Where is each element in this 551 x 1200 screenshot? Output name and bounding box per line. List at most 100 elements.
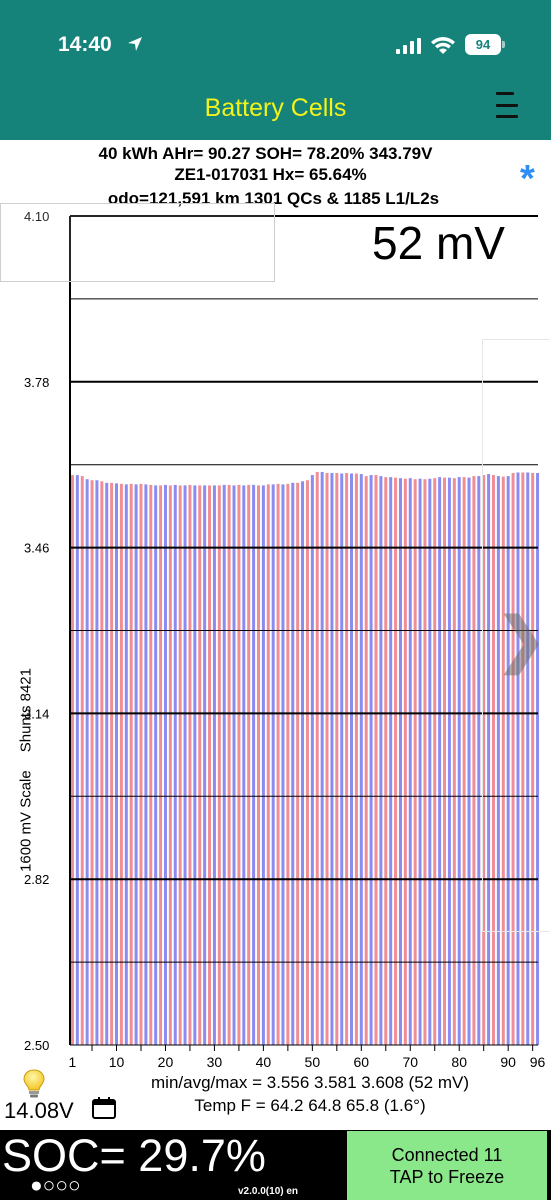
bar-cell-19	[159, 485, 163, 1045]
bar-cell-42	[271, 484, 275, 1045]
bar-cell-65	[384, 477, 388, 1045]
location-arrow-icon	[128, 37, 142, 51]
side-panel-region[interactable]	[482, 339, 550, 932]
bar-cell-62	[369, 475, 373, 1045]
min-avg-max-stats: min/avg/max = 3.556 3.581 3.608 (52 mV)	[151, 1073, 469, 1092]
bar-cell-43	[276, 483, 280, 1045]
bar-cell-12	[124, 484, 128, 1045]
bar-cell-64	[379, 476, 383, 1046]
bar-cell-2	[75, 475, 79, 1045]
bar-cell-9	[110, 482, 114, 1046]
y-tick-label: 2.82	[24, 872, 49, 887]
delta-voltage-label: 52 mV	[372, 217, 505, 269]
x-tick-label: 90	[500, 1054, 516, 1070]
bar-cell-54	[330, 472, 334, 1045]
y-axis-title: 1600 mV Scale Shunts 8421	[18, 668, 35, 872]
bar-cell-50	[310, 475, 314, 1045]
y-scale-label: 1600 mV Scale	[17, 770, 35, 872]
bar-cell-22	[173, 484, 177, 1045]
bar-cell-39	[256, 485, 260, 1045]
bar-cell-52	[320, 471, 324, 1045]
bar-cell-14	[134, 484, 138, 1045]
lightbulb-icon[interactable]	[22, 1069, 46, 1099]
x-tick-label: 40	[256, 1054, 272, 1070]
bar-cell-34	[232, 485, 236, 1045]
bar-cell-17	[149, 484, 153, 1045]
bar-cell-20	[163, 484, 167, 1045]
bar-cell-68	[398, 478, 402, 1045]
bar-cell-37	[247, 484, 251, 1045]
bar-cell-91	[511, 472, 515, 1045]
page-indicator[interactable]: ●○○○	[30, 1174, 81, 1197]
bar-cell-35	[237, 484, 241, 1045]
status-time: 14:40	[58, 33, 112, 56]
bar-cell-41	[266, 484, 270, 1045]
x-tick-label: 20	[158, 1054, 174, 1070]
connect-freeze-button[interactable]: Connected 11 TAP to Freeze	[347, 1131, 547, 1200]
calendar-icon[interactable]	[91, 1096, 117, 1120]
cell-voltage-chart[interactable]: 4.10 3.78 3.46 3.14 2.82 2.50 1 10 20 30 40 50 60 70 8…	[0, 140, 551, 1070]
battery-level: 94	[465, 34, 501, 55]
bar-cell-59	[354, 473, 358, 1045]
bar-cell-88	[496, 476, 500, 1046]
main-content: 40 kWh AHr= 90.27 SOH= 78.20% 343.79V ZE…	[0, 140, 551, 1130]
chevron-right-icon[interactable]: ❯	[496, 606, 547, 673]
bar-cell-1	[70, 475, 74, 1045]
bar-cell-82	[467, 477, 471, 1045]
bar-cell-86	[487, 474, 491, 1045]
page-title: Battery Cells	[204, 94, 347, 122]
bar-cell-25	[188, 484, 192, 1045]
x-tick-label: 50	[305, 1054, 321, 1070]
bar-cell-74	[428, 478, 432, 1045]
bar-cell-31	[217, 485, 221, 1045]
bar-cell-36	[242, 485, 246, 1045]
bar-cell-7	[100, 481, 104, 1045]
bar-cell-10	[115, 483, 119, 1046]
battery-icon: 94	[465, 34, 505, 55]
bar-cell-72	[418, 478, 422, 1045]
shunts-label: Shunts 8421	[17, 668, 35, 753]
bar-cell-78	[447, 477, 451, 1045]
bar-cell-95	[531, 472, 535, 1045]
bar-cell-57	[345, 472, 349, 1045]
bar-cell-76	[438, 477, 442, 1045]
bar-cell-94	[526, 472, 530, 1046]
app-header: 14:40 94 Battery Cells	[0, 0, 551, 140]
bar-cell-56	[340, 473, 344, 1045]
bar-cell-53	[325, 472, 329, 1045]
freeze-label: TAP to Freeze	[389, 1166, 505, 1187]
zoom-region[interactable]	[0, 203, 275, 282]
bar-cell-73	[423, 479, 427, 1046]
x-tick-label: 30	[207, 1054, 223, 1070]
bar-cell-18	[154, 485, 158, 1045]
bar-cell-81	[462, 477, 466, 1045]
cellular-signal-icon	[396, 38, 421, 54]
bar-cell-80	[457, 477, 461, 1045]
bar-cell-46	[291, 482, 295, 1046]
hamburger-menu-icon[interactable]	[496, 88, 518, 122]
bar-cell-45	[286, 483, 290, 1045]
connection-status: Connected 11	[391, 1144, 503, 1165]
y-tick-label: 2.50	[24, 1038, 49, 1053]
x-tick-label: 80	[451, 1054, 467, 1070]
x-tick-label: 10	[109, 1054, 125, 1070]
bar-cell-27	[198, 485, 202, 1045]
bar-cell-67	[394, 477, 398, 1045]
bar-cell-6	[95, 480, 99, 1045]
bar-cell-96	[536, 472, 540, 1045]
bar-cell-15	[139, 483, 143, 1045]
bar-cell-32	[222, 484, 226, 1045]
bar-cell-83	[472, 476, 476, 1046]
bar-cell-90	[506, 476, 510, 1046]
bar-cell-87	[491, 475, 495, 1045]
y-tick-label: 3.46	[24, 541, 49, 556]
bar-cell-75	[433, 478, 437, 1045]
bar-cell-30	[212, 485, 216, 1045]
aux-battery-voltage: 14.08V	[4, 1098, 74, 1123]
temperature-stats: Temp F = 64.2 64.8 65.8 (1.6°)	[194, 1096, 426, 1115]
bar-cell-48	[301, 481, 305, 1045]
asterisk-icon[interactable]: *	[520, 158, 535, 200]
y-tick-label: 4.10	[24, 209, 49, 224]
x-tick-label: 60	[354, 1054, 370, 1070]
bar-cell-47	[296, 482, 300, 1046]
